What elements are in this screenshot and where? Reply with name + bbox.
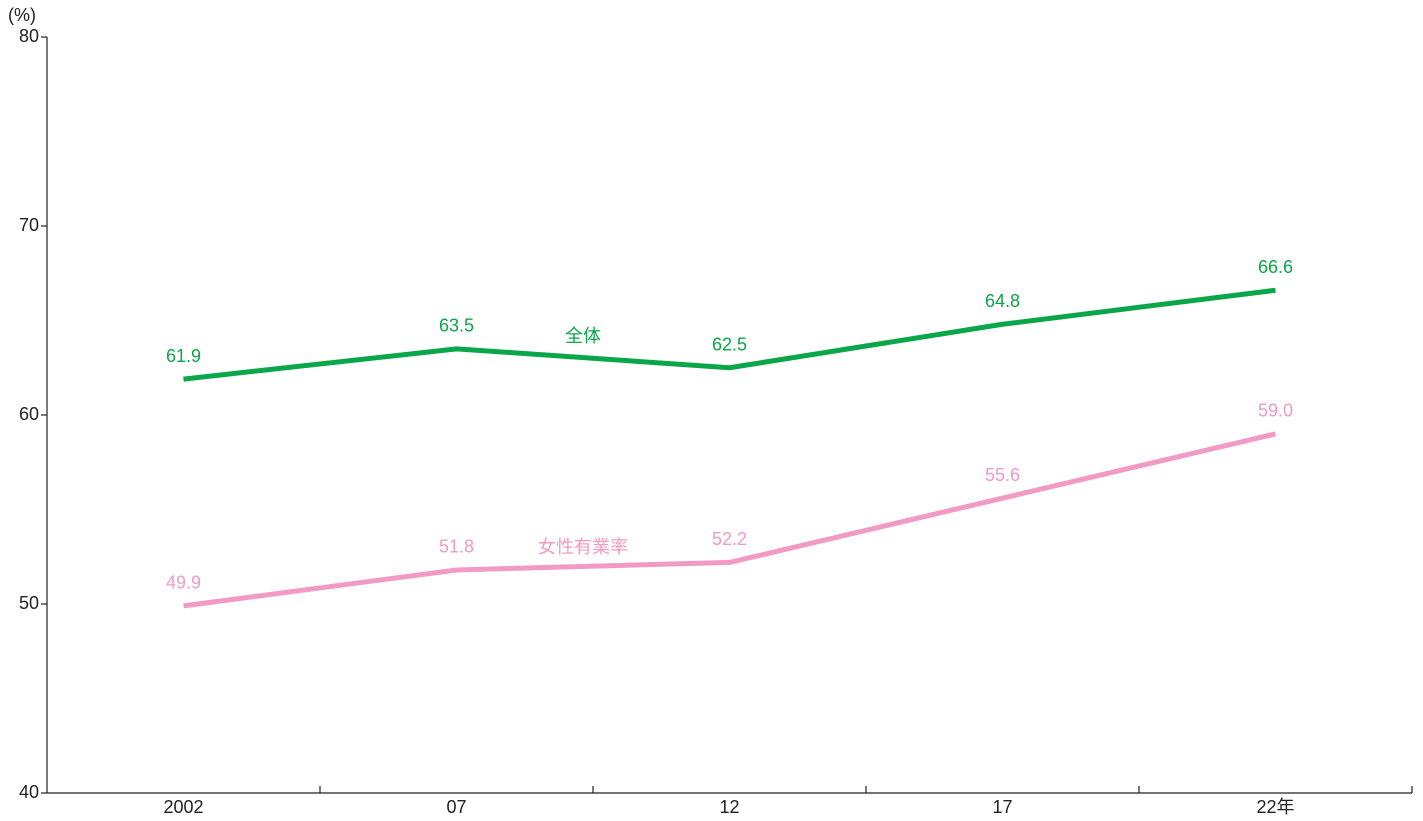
y-tick-label: 50 (19, 593, 39, 613)
data-label: 64.8 (985, 291, 1020, 311)
data-label: 55.6 (985, 465, 1020, 485)
y-tick-label: 60 (19, 404, 39, 424)
y-tick-label: 80 (19, 26, 39, 46)
data-label: 51.8 (439, 537, 474, 557)
x-tick-label: 2002 (163, 797, 203, 817)
data-label: 62.5 (712, 335, 747, 355)
data-label: 52.2 (712, 529, 747, 549)
data-label: 63.5 (439, 316, 474, 336)
data-label: 49.9 (166, 573, 201, 593)
x-tick-label: 07 (446, 797, 466, 817)
y-unit-label: (%) (8, 5, 36, 25)
series-label: 女性有業率 (538, 537, 628, 557)
series-label: 全体 (565, 326, 601, 346)
y-tick-label: 70 (19, 215, 39, 235)
x-tick-label: 12 (719, 797, 739, 817)
line-series (183, 287, 1276, 382)
data-label: 59.0 (1258, 401, 1293, 421)
x-tick-label: 22年 (1256, 797, 1294, 817)
data-label: 66.6 (1258, 257, 1293, 277)
data-label: 61.9 (166, 346, 201, 366)
y-tick-label: 40 (19, 782, 39, 802)
x-tick-label: 17 (992, 797, 1012, 817)
line-series (183, 431, 1277, 609)
